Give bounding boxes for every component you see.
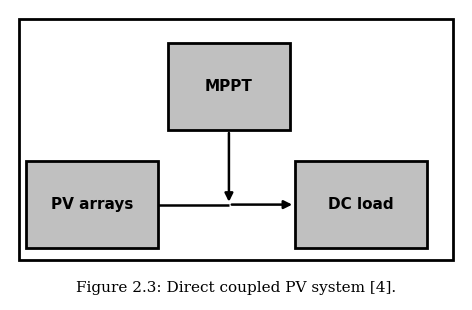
Text: PV arrays: PV arrays (51, 197, 133, 212)
Text: MPPT: MPPT (205, 79, 253, 94)
Text: Figure 2.3: Direct coupled PV system [4].: Figure 2.3: Direct coupled PV system [4]… (76, 281, 396, 295)
Bar (295, 161, 427, 248)
Bar (19, 19, 453, 260)
Bar (26, 161, 158, 248)
Text: DC load: DC load (328, 197, 394, 212)
Bar (168, 43, 290, 130)
